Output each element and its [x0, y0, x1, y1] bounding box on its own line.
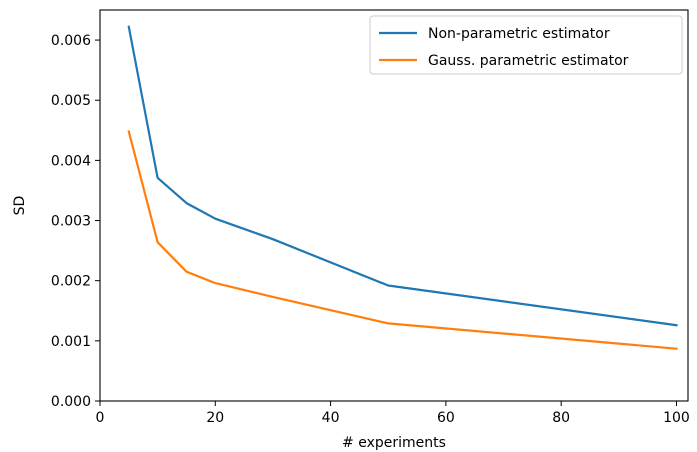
x-tick-label: 0	[96, 410, 105, 426]
y-tick-label: 0.000	[51, 394, 91, 410]
legend-label-gauss-parametric: Gauss. parametric estimator	[428, 53, 629, 69]
plot-area-frame	[99, 9, 689, 402]
y-tick-label: 0.001	[51, 334, 91, 350]
x-tick-label: 60	[437, 410, 455, 426]
x-tick-label: 100	[663, 410, 690, 426]
x-tick-label: 20	[206, 410, 224, 426]
y-tick-label: 0.002	[51, 274, 91, 290]
series-line-1	[127, 130, 678, 350]
legend: Non-parametric estimator Gauss. parametr…	[369, 15, 683, 75]
legend-box	[369, 15, 683, 75]
y-tick-label: 0.006	[51, 33, 91, 49]
y-tick-label: 0.005	[51, 93, 91, 109]
series-lines	[127, 25, 678, 350]
series-line-0	[127, 25, 678, 327]
x-tick-label: 40	[322, 410, 340, 426]
x-axis-label: # experiments	[342, 435, 446, 451]
axis-ticks: 0 20 40 60 80 100 0.000 0.001 0.002 0.003 0.004 0.0…	[51, 33, 690, 426]
x-tick-label: 80	[552, 410, 570, 426]
y-tick-label: 0.003	[51, 214, 91, 230]
y-tick-label: 0.004	[51, 153, 91, 169]
y-axis-label: SD	[12, 196, 28, 216]
legend-label-non-parametric: Non-parametric estimator	[428, 26, 610, 42]
